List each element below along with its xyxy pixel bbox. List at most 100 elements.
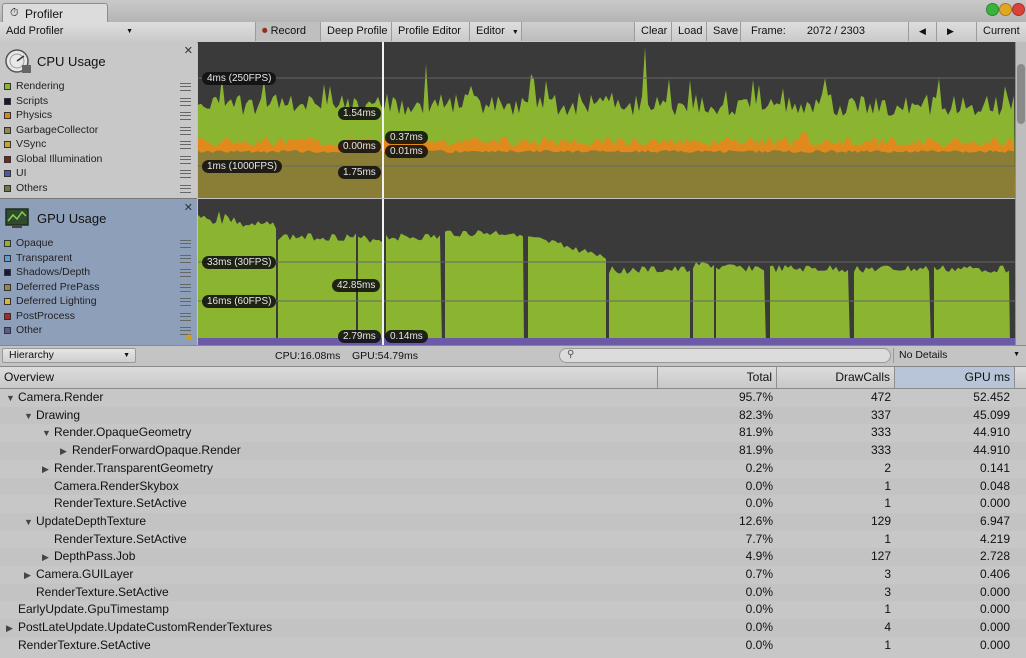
drag-handle-icon[interactable] <box>180 141 191 149</box>
collapsed-arrow-icon[interactable]: ▶ <box>6 623 13 634</box>
load-button[interactable]: Load <box>671 22 706 41</box>
cpu-usage-panel[interactable]: CPU Usage ✕ Rendering Scripts Physics Ga… <box>0 42 197 199</box>
table-row[interactable]: ▼ Drawing 82.3% 337 45.099 <box>0 406 1026 425</box>
expanded-arrow-icon[interactable]: ▼ <box>24 410 33 421</box>
legend-label: Transparent <box>16 251 73 264</box>
column-overview[interactable]: Overview <box>0 367 658 388</box>
table-row[interactable]: Camera.RenderSkybox 0.0% 1 0.048 <box>0 477 1026 496</box>
drag-handle-icon[interactable] <box>180 97 191 106</box>
close-icon[interactable]: ✕ <box>183 202 193 214</box>
next-frame-button[interactable]: ▶ <box>936 22 964 41</box>
cpu-legend-item-scripts[interactable]: Scripts <box>3 94 193 109</box>
editor-dropdown[interactable]: Editor ▼ <box>469 22 521 41</box>
drag-handle-icon[interactable] <box>180 126 191 135</box>
drag-handle-icon[interactable] <box>180 83 191 91</box>
cpu-legend-item-garbagecollector[interactable]: GarbageCollector <box>3 123 193 138</box>
table-row[interactable]: RenderTexture.SetActive 7.7% 1 4.219 <box>0 531 1026 549</box>
gpu-legend-item-other[interactable]: Other <box>3 323 193 338</box>
column-total[interactable]: Total <box>658 367 777 388</box>
drag-handle-icon[interactable] <box>180 283 191 292</box>
column-drawcalls[interactable]: DrawCalls <box>777 367 895 388</box>
table-row[interactable]: ▼ Render.OpaqueGeometry 81.9% 333 44.910 <box>0 424 1026 442</box>
row-name-cell: RenderTexture.SetActive <box>42 531 187 549</box>
drag-handle-icon[interactable] <box>180 240 191 248</box>
table-row[interactable]: ▼ UpdateDepthTexture 12.6% 129 6.947 <box>0 512 1026 531</box>
minimize-button[interactable] <box>999 3 1012 16</box>
drag-handle-icon[interactable] <box>180 155 191 164</box>
row-name-cell: ▶ Render.TransparentGeometry <box>42 460 213 479</box>
gpu-legend-item-deferred-lighting[interactable]: Deferred Lighting <box>3 294 193 309</box>
cpu-usage-graph[interactable]: 4ms (250FPS) 1ms (1000FPS) 1.54ms 0.00ms… <box>198 42 1015 198</box>
cell-drawcalls: 1 <box>884 602 891 617</box>
deep-profile-button[interactable]: Deep Profile <box>320 22 391 41</box>
table-row[interactable]: EarlyUpdate.GpuTimestamp 0.0% 1 0.000 <box>0 601 1026 619</box>
column-gpu-ms[interactable]: GPU ms <box>895 367 1015 388</box>
prev-frame-button[interactable]: ◀ <box>908 22 936 41</box>
drag-handle-icon[interactable] <box>180 269 191 277</box>
chevron-down-icon: ▼ <box>1013 351 1020 358</box>
gpu-legend-item-postprocess[interactable]: PostProcess <box>3 309 193 324</box>
drag-handle-icon[interactable] <box>180 170 191 178</box>
next-frame-icon: ▶ <box>947 26 954 36</box>
table-row[interactable]: ▶ PostLateUpdate.UpdateCustomRenderTextur… <box>0 619 1026 637</box>
maximize-button[interactable] <box>986 3 999 16</box>
table-row[interactable]: ▶ RenderForwardOpaque.Render 81.9% 333 44.91… <box>0 442 1026 460</box>
row-name-cell: ▶ Camera.GUILayer <box>24 566 133 585</box>
prev-frame-icon: ◀ <box>919 26 926 36</box>
table-row[interactable]: ▶ Camera.GUILayer 0.7% 3 0.406 <box>0 566 1026 584</box>
search-input[interactable]: ⚲ <box>559 348 891 363</box>
gpu-usage-graph[interactable]: 33ms (30FPS) 16ms (60FPS) 42.85ms 2.79ms… <box>198 199 1015 345</box>
cpu-legend-item-vsync[interactable]: VSync <box>3 137 193 152</box>
expanded-arrow-icon[interactable]: ▼ <box>6 393 15 403</box>
collapsed-arrow-icon[interactable]: ▶ <box>60 446 67 457</box>
collapsed-arrow-icon[interactable]: ▶ <box>42 463 49 474</box>
cell-gpu: 2.728 <box>979 549 1010 564</box>
current-frame-button[interactable]: Current <box>976 22 1026 41</box>
gpu-legend-item-opaque[interactable]: Opaque <box>3 236 193 251</box>
collapsed-arrow-icon[interactable]: ▶ <box>42 552 49 563</box>
table-row[interactable]: RenderTexture.SetActive 0.0% 3 0.000 <box>0 583 1026 602</box>
cell-gpu: 0.000 <box>979 496 1010 511</box>
profile-editor-button[interactable]: Profile Editor <box>391 22 469 41</box>
table-row[interactable]: RenderTexture.SetActive 0.0% 1 0.000 <box>0 637 1026 655</box>
gpu-usage-panel[interactable]: GPU Usage ✕ Opaque Transparent Shadows/D… <box>0 199 197 346</box>
drag-handle-icon[interactable] <box>180 312 191 321</box>
drag-handle-icon[interactable] <box>180 254 191 263</box>
drag-handle-icon[interactable] <box>180 184 191 193</box>
graph-scrollbar[interactable] <box>1015 42 1026 345</box>
legend-swatch <box>4 269 11 276</box>
drag-handle-icon[interactable] <box>180 298 191 306</box>
table-row[interactable]: ▼ Camera.Render 95.7% 472 52.452 <box>0 389 1026 407</box>
cell-gpu: 0.000 <box>979 584 1010 599</box>
gpu-legend-item-shadows-depth[interactable]: Shadows/Depth <box>3 265 193 280</box>
save-button[interactable]: Save <box>706 22 740 41</box>
gpu-legend-item-deferred-prepass[interactable]: Deferred PrePass <box>3 280 193 295</box>
cpu-legend-item-global-illumination[interactable]: Global Illumination <box>3 152 193 167</box>
table-row[interactable]: ▶ DepthPass.Job 4.9% 127 2.728 <box>0 548 1026 566</box>
cpu-legend-item-others[interactable]: Others <box>3 181 193 196</box>
profiler-tab[interactable]: ⏱ Profiler <box>2 3 108 23</box>
cpu-legend-item-ui[interactable]: UI <box>3 166 193 181</box>
record-button[interactable]: ⏺ Record <box>255 22 320 41</box>
gpu-postprocess-value: 0.14ms <box>385 330 428 343</box>
cell-drawcalls: 1 <box>884 496 891 511</box>
legend-label: Others <box>16 181 48 194</box>
close-icon[interactable]: ✕ <box>183 45 193 57</box>
close-window-button[interactable] <box>1012 3 1025 16</box>
expanded-arrow-icon[interactable]: ▼ <box>42 428 51 439</box>
hierarchy-view-dropdown[interactable]: Hierarchy ▼ <box>2 348 136 363</box>
table-row[interactable]: ▶ Render.TransparentGeometry 0.2% 2 0.141 <box>0 460 1026 478</box>
drag-handle-icon[interactable] <box>180 327 191 335</box>
row-label: RenderTexture.SetActive <box>54 496 187 511</box>
clear-button[interactable]: Clear <box>634 22 671 41</box>
add-profiler-dropdown[interactable]: Add Profiler ▼ <box>0 22 138 41</box>
scrollbar-thumb[interactable] <box>1017 64 1025 124</box>
gpu-legend-item-transparent[interactable]: Transparent <box>3 251 193 266</box>
cpu-legend-item-rendering[interactable]: Rendering <box>3 79 193 94</box>
expanded-arrow-icon[interactable]: ▼ <box>24 516 33 527</box>
details-dropdown[interactable]: No Details ▼ <box>893 348 1024 363</box>
collapsed-arrow-icon[interactable]: ▶ <box>24 570 31 580</box>
cpu-legend-item-physics[interactable]: Physics <box>3 108 193 123</box>
drag-handle-icon[interactable] <box>180 112 191 120</box>
table-row[interactable]: RenderTexture.SetActive 0.0% 1 0.000 <box>0 495 1026 513</box>
